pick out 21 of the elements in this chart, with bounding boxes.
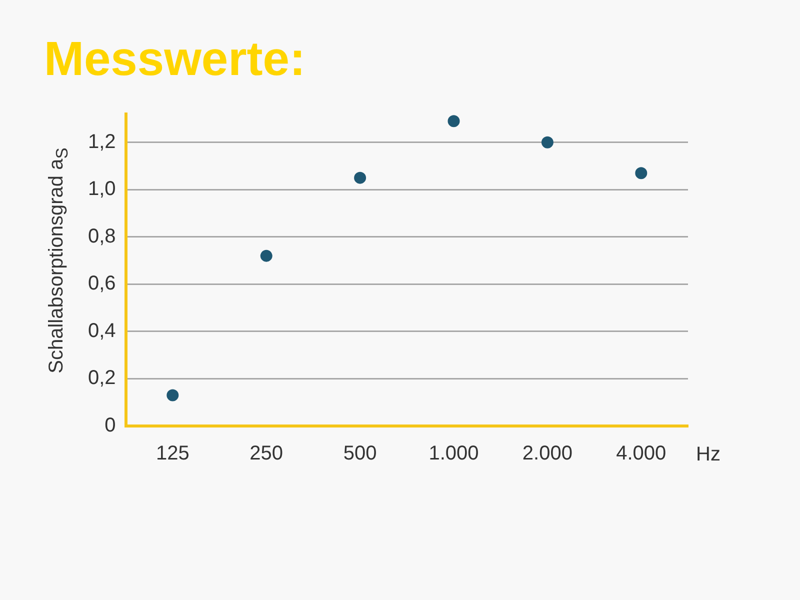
x-tick-label: 2.000 (522, 442, 572, 465)
y-tick-label: 0,6 (88, 272, 116, 295)
point (260, 250, 272, 262)
y-tick-label: 0,8 (88, 225, 116, 248)
x-tick-label: 1.000 (428, 442, 479, 465)
y-tick-label: 0 (104, 414, 116, 437)
x-axis-title: Hz (696, 444, 720, 466)
x-tick-label: 4.000 (616, 442, 666, 465)
point (354, 172, 366, 184)
y-tick-label: 1,2 (88, 130, 116, 153)
point (541, 136, 554, 148)
x-tick-label: 500 (343, 442, 377, 465)
y-tick-label: 0,2 (88, 367, 116, 390)
y-tick-label: 1,0 (88, 178, 116, 200)
x-tick-label: 125 (156, 442, 190, 465)
y-tick-label: 0,4 (88, 320, 116, 342)
chart-title: Messwerte: (44, 32, 306, 87)
point (448, 115, 460, 128)
x-tick-label: 250 (250, 442, 284, 465)
point (166, 389, 179, 402)
point (635, 167, 648, 180)
